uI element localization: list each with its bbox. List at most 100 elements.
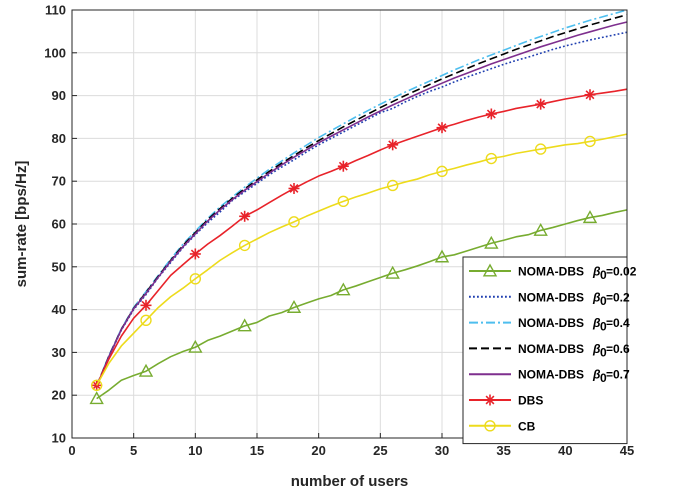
- legend-beta-value: =0.02: [606, 265, 637, 279]
- series-line: [96, 209, 628, 400]
- data-point-marker: [535, 98, 547, 110]
- legend-marker: [484, 420, 496, 432]
- y-tick-label: 80: [52, 131, 66, 146]
- y-tick-label: 10: [52, 431, 66, 446]
- legend-item: NOMA-DBS β 0 =0.02: [469, 263, 637, 282]
- y-axis-label: sum-rate [bps/Hz]: [13, 161, 30, 288]
- data-point-marker: [89, 391, 104, 405]
- axis-ticks: 0 5 10 15 20 25 30 35 40 45 10 20 30 40 50 60 70 80 90 100 1…: [44, 3, 634, 459]
- legend-item: DBS: [469, 394, 543, 408]
- legend-marker: [482, 263, 498, 277]
- legend-beta-symbol: β: [592, 265, 601, 279]
- x-tick-label: 30: [435, 443, 449, 458]
- x-axis-label: number of users: [291, 473, 409, 490]
- data-point-marker: [533, 222, 548, 236]
- y-tick-label: 110: [45, 3, 66, 18]
- x-tick-label: 5: [130, 443, 137, 458]
- data-point-marker: [336, 282, 351, 296]
- data-point-marker: [188, 339, 203, 353]
- x-tick-label: 45: [620, 443, 634, 458]
- y-tick-label: 40: [52, 302, 66, 317]
- series-layer: [89, 9, 628, 405]
- data-point-marker: [434, 249, 450, 263]
- legend-label: DBS: [518, 394, 543, 408]
- data-point-marker: [436, 122, 448, 134]
- data-point-marker: [239, 210, 251, 222]
- data-point-marker: [485, 108, 497, 120]
- data-point-marker: [534, 143, 547, 155]
- data-point-marker: [288, 182, 300, 194]
- legend-beta-symbol: β: [592, 316, 601, 330]
- series-line: [95, 9, 628, 387]
- data-point-marker: [288, 216, 300, 228]
- y-tick-label: 50: [52, 259, 66, 274]
- series-5: [91, 88, 628, 391]
- data-point-marker: [584, 135, 596, 148]
- legend-marker: [484, 394, 496, 406]
- legend-beta-symbol: β: [592, 342, 601, 356]
- legend-label: NOMA-DBS: [518, 342, 584, 356]
- x-tick-label: 15: [250, 443, 264, 458]
- y-tick-label: 70: [52, 174, 66, 189]
- series-6: [90, 133, 628, 392]
- series-2: [95, 9, 628, 387]
- data-point-marker: [189, 248, 201, 260]
- series-line: [95, 133, 628, 386]
- data-point-marker: [387, 139, 399, 151]
- legend-label: NOMA-DBS: [518, 368, 584, 382]
- data-point-marker: [337, 160, 349, 172]
- data-point-marker: [237, 318, 252, 332]
- data-point-marker: [582, 210, 598, 224]
- data-point-marker: [385, 265, 400, 279]
- legend-beta-value: =0.2: [606, 290, 630, 304]
- legend-item: CB: [469, 419, 536, 433]
- legend-beta-subscript: 0: [600, 320, 607, 334]
- legend-label: NOMA-DBS: [518, 265, 584, 279]
- y-tick-label: 60: [52, 217, 66, 232]
- legend-beta-subscript: 0: [600, 294, 607, 308]
- x-tick-label: 25: [373, 443, 387, 458]
- data-point-marker: [485, 152, 498, 165]
- data-point-marker: [189, 273, 202, 285]
- data-point-marker: [337, 195, 350, 208]
- y-tick-label: 20: [52, 388, 66, 403]
- data-point-marker: [138, 363, 154, 377]
- y-tick-label: 100: [44, 45, 66, 60]
- data-point-marker: [584, 89, 596, 101]
- legend-beta-value: =0.4: [606, 316, 630, 330]
- legend-item: NOMA-DBS β 0 =0.4: [469, 316, 630, 334]
- legend-beta-symbol: β: [592, 368, 601, 382]
- series-line: [95, 31, 628, 387]
- legend-box: [462, 256, 628, 445]
- data-point-marker: [90, 379, 103, 392]
- data-point-marker: [286, 300, 302, 313]
- legend-beta-value: =0.7: [606, 368, 630, 382]
- legend-beta-symbol: β: [592, 290, 601, 304]
- data-point-marker: [436, 165, 448, 178]
- series-line: [95, 13, 628, 387]
- x-tick-label: 20: [311, 443, 325, 458]
- legend-item: NOMA-DBS β 0 =0.2: [469, 290, 630, 308]
- legend-item: NOMA-DBS β 0 =0.7: [469, 368, 630, 385]
- legend-beta-subscript: 0: [600, 345, 607, 359]
- y-tick-label: 90: [52, 88, 66, 103]
- legend-beta-value: =0.6: [606, 342, 630, 356]
- x-tick-label: 35: [496, 443, 510, 458]
- legend-beta-subscript: 0: [600, 371, 607, 385]
- legend-label: NOMA-DBS: [518, 316, 584, 330]
- data-point-marker: [238, 239, 251, 252]
- x-tick-label: 40: [558, 443, 572, 458]
- series-3: [95, 13, 628, 387]
- legend-label: CB: [518, 419, 536, 433]
- x-tick-label: 10: [188, 443, 202, 458]
- series-line: [95, 21, 628, 387]
- legend-item: NOMA-DBS β 0 =0.6: [469, 342, 630, 359]
- y-tick-label: 30: [52, 345, 66, 360]
- series-0: [89, 209, 628, 405]
- data-point-marker: [140, 314, 152, 326]
- data-point-marker: [140, 299, 152, 311]
- series-4: [95, 21, 628, 387]
- legend-beta-subscript: 0: [600, 268, 607, 282]
